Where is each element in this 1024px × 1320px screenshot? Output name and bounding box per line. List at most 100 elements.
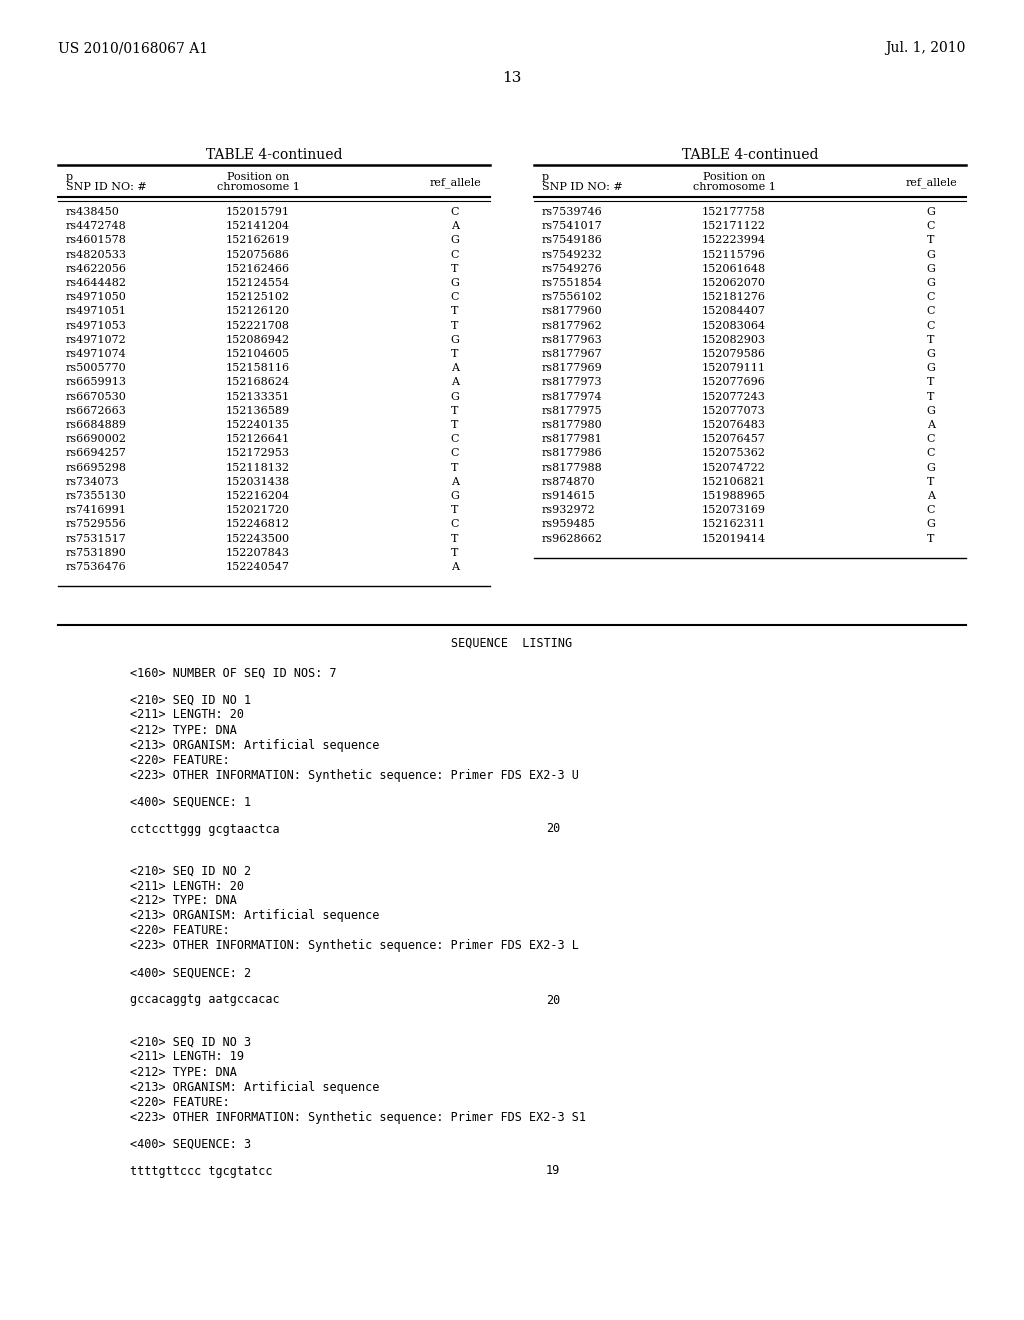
Text: rs6672663: rs6672663 bbox=[66, 405, 127, 416]
Text: 152162466: 152162466 bbox=[226, 264, 290, 273]
Text: rs914615: rs914615 bbox=[542, 491, 596, 502]
Text: rs6659913: rs6659913 bbox=[66, 378, 127, 387]
Text: chromosome 1: chromosome 1 bbox=[216, 182, 299, 191]
Text: rs7549276: rs7549276 bbox=[542, 264, 603, 273]
Text: 152246812: 152246812 bbox=[226, 519, 290, 529]
Text: 152076483: 152076483 bbox=[702, 420, 766, 430]
Text: 152126641: 152126641 bbox=[226, 434, 290, 445]
Text: <400> SEQUENCE: 1: <400> SEQUENCE: 1 bbox=[130, 796, 251, 808]
Text: <223> OTHER INFORMATION: Synthetic sequence: Primer FDS EX2-3 S1: <223> OTHER INFORMATION: Synthetic seque… bbox=[130, 1110, 586, 1123]
Text: 152019414: 152019414 bbox=[701, 533, 766, 544]
Text: 152077073: 152077073 bbox=[702, 405, 766, 416]
Text: <211> LENGTH: 20: <211> LENGTH: 20 bbox=[130, 709, 244, 722]
Text: 152240547: 152240547 bbox=[226, 562, 290, 572]
Text: rs9628662: rs9628662 bbox=[542, 533, 603, 544]
Text: <211> LENGTH: 19: <211> LENGTH: 19 bbox=[130, 1051, 244, 1064]
Text: C: C bbox=[927, 434, 935, 445]
Text: C: C bbox=[451, 449, 459, 458]
Text: G: G bbox=[927, 207, 936, 216]
Text: 152075362: 152075362 bbox=[702, 449, 766, 458]
Text: T: T bbox=[452, 264, 459, 273]
Text: 152086942: 152086942 bbox=[226, 335, 290, 345]
Text: G: G bbox=[451, 235, 460, 246]
Text: rs6695298: rs6695298 bbox=[66, 462, 127, 473]
Text: rs4971053: rs4971053 bbox=[66, 321, 127, 330]
Text: rs6684889: rs6684889 bbox=[66, 420, 127, 430]
Text: T: T bbox=[452, 533, 459, 544]
Text: rs8177967: rs8177967 bbox=[542, 348, 603, 359]
Text: <212> TYPE: DNA: <212> TYPE: DNA bbox=[130, 723, 237, 737]
Text: A: A bbox=[451, 477, 459, 487]
Text: G: G bbox=[927, 462, 936, 473]
Text: C: C bbox=[451, 249, 459, 260]
Text: 13: 13 bbox=[503, 71, 521, 84]
Text: rs4622056: rs4622056 bbox=[66, 264, 127, 273]
Text: US 2010/0168067 A1: US 2010/0168067 A1 bbox=[58, 41, 208, 55]
Text: <210> SEQ ID NO 1: <210> SEQ ID NO 1 bbox=[130, 693, 251, 706]
Text: rs4971050: rs4971050 bbox=[66, 292, 127, 302]
Text: <223> OTHER INFORMATION: Synthetic sequence: Primer FDS EX2-3 L: <223> OTHER INFORMATION: Synthetic seque… bbox=[130, 940, 579, 953]
Text: 152084407: 152084407 bbox=[702, 306, 766, 317]
Text: SNP ID NO: #: SNP ID NO: # bbox=[66, 182, 146, 191]
Text: 152079111: 152079111 bbox=[702, 363, 766, 374]
Text: 152115796: 152115796 bbox=[702, 249, 766, 260]
Text: 20: 20 bbox=[546, 994, 560, 1006]
Text: T: T bbox=[928, 335, 935, 345]
Text: rs4601578: rs4601578 bbox=[66, 235, 127, 246]
Text: T: T bbox=[452, 348, 459, 359]
Text: A: A bbox=[451, 363, 459, 374]
Text: 152079586: 152079586 bbox=[702, 348, 766, 359]
Text: T: T bbox=[928, 235, 935, 246]
Text: C: C bbox=[927, 506, 935, 515]
Text: C: C bbox=[451, 434, 459, 445]
Text: 152021720: 152021720 bbox=[226, 506, 290, 515]
Text: A: A bbox=[451, 562, 459, 572]
Text: 152082903: 152082903 bbox=[701, 335, 766, 345]
Text: <212> TYPE: DNA: <212> TYPE: DNA bbox=[130, 895, 237, 908]
Text: 152171122: 152171122 bbox=[702, 222, 766, 231]
Text: rs8177981: rs8177981 bbox=[542, 434, 603, 445]
Text: rs5005770: rs5005770 bbox=[66, 363, 127, 374]
Text: 152240135: 152240135 bbox=[226, 420, 290, 430]
Text: G: G bbox=[451, 335, 460, 345]
Text: <212> TYPE: DNA: <212> TYPE: DNA bbox=[130, 1065, 237, 1078]
Text: ttttgttccc tgcgtatcc: ttttgttccc tgcgtatcc bbox=[130, 1164, 272, 1177]
Text: T: T bbox=[452, 306, 459, 317]
Text: 152133351: 152133351 bbox=[226, 392, 290, 401]
Text: <400> SEQUENCE: 3: <400> SEQUENCE: 3 bbox=[130, 1138, 251, 1151]
Text: <220> FEATURE:: <220> FEATURE: bbox=[130, 924, 229, 937]
Text: 152076457: 152076457 bbox=[702, 434, 766, 445]
Text: T: T bbox=[928, 378, 935, 387]
Text: C: C bbox=[451, 519, 459, 529]
Text: p: p bbox=[542, 172, 549, 182]
Text: 152177758: 152177758 bbox=[702, 207, 766, 216]
Text: 152243500: 152243500 bbox=[226, 533, 290, 544]
Text: <223> OTHER INFORMATION: Synthetic sequence: Primer FDS EX2-3 U: <223> OTHER INFORMATION: Synthetic seque… bbox=[130, 768, 579, 781]
Text: T: T bbox=[928, 477, 935, 487]
Text: rs6670530: rs6670530 bbox=[66, 392, 127, 401]
Text: rs874870: rs874870 bbox=[542, 477, 596, 487]
Text: 152126120: 152126120 bbox=[226, 306, 290, 317]
Text: rs7536476: rs7536476 bbox=[66, 562, 127, 572]
Text: 152221708: 152221708 bbox=[226, 321, 290, 330]
Text: rs7531517: rs7531517 bbox=[66, 533, 127, 544]
Text: A: A bbox=[451, 222, 459, 231]
Text: <220> FEATURE:: <220> FEATURE: bbox=[130, 754, 229, 767]
Text: G: G bbox=[927, 249, 936, 260]
Text: C: C bbox=[927, 292, 935, 302]
Text: 19: 19 bbox=[546, 1164, 560, 1177]
Text: G: G bbox=[451, 279, 460, 288]
Text: G: G bbox=[927, 363, 936, 374]
Text: p: p bbox=[66, 172, 73, 182]
Text: rs7529556: rs7529556 bbox=[66, 519, 127, 529]
Text: G: G bbox=[451, 392, 460, 401]
Text: 152158116: 152158116 bbox=[226, 363, 290, 374]
Text: 152181276: 152181276 bbox=[702, 292, 766, 302]
Text: 152106821: 152106821 bbox=[701, 477, 766, 487]
Text: 152118132: 152118132 bbox=[226, 462, 290, 473]
Text: A: A bbox=[927, 420, 935, 430]
Text: rs932972: rs932972 bbox=[542, 506, 596, 515]
Text: rs6690002: rs6690002 bbox=[66, 434, 127, 445]
Text: 152168624: 152168624 bbox=[226, 378, 290, 387]
Text: ref_allele: ref_allele bbox=[905, 177, 956, 187]
